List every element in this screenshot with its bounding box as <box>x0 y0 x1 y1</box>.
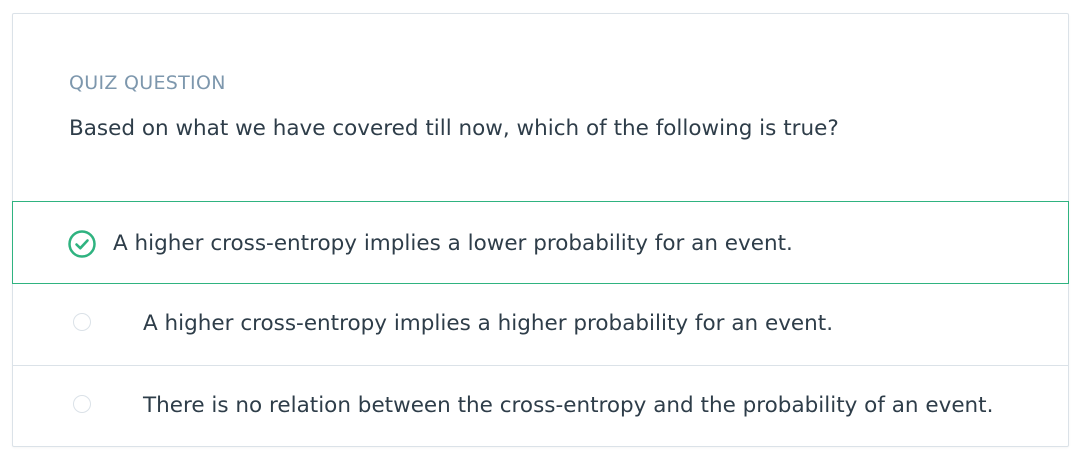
quiz-header: QUIZ QUESTION Based on what we have cove… <box>13 14 1068 201</box>
radio-empty-icon[interactable] <box>73 395 91 413</box>
answer-option-2[interactable]: A higher cross-entropy implies a higher … <box>13 284 1068 366</box>
answer-option-3[interactable]: There is no relation between the cross-e… <box>13 366 1068 447</box>
option-divider <box>13 365 1068 366</box>
radio-empty-icon[interactable] <box>73 313 91 331</box>
answer-option-label: A higher cross-entropy implies a lower p… <box>113 231 793 256</box>
quiz-question: Based on what we have covered till now, … <box>69 116 839 141</box>
quiz-kicker: QUIZ QUESTION <box>69 72 226 94</box>
answer-option-label: A higher cross-entropy implies a higher … <box>143 311 834 336</box>
quiz-card: QUIZ QUESTION Based on what we have cove… <box>12 13 1069 447</box>
answer-option-1[interactable]: A higher cross-entropy implies a lower p… <box>12 201 1069 284</box>
check-circle-icon <box>68 230 96 258</box>
answer-option-label: There is no relation between the cross-e… <box>143 393 994 418</box>
